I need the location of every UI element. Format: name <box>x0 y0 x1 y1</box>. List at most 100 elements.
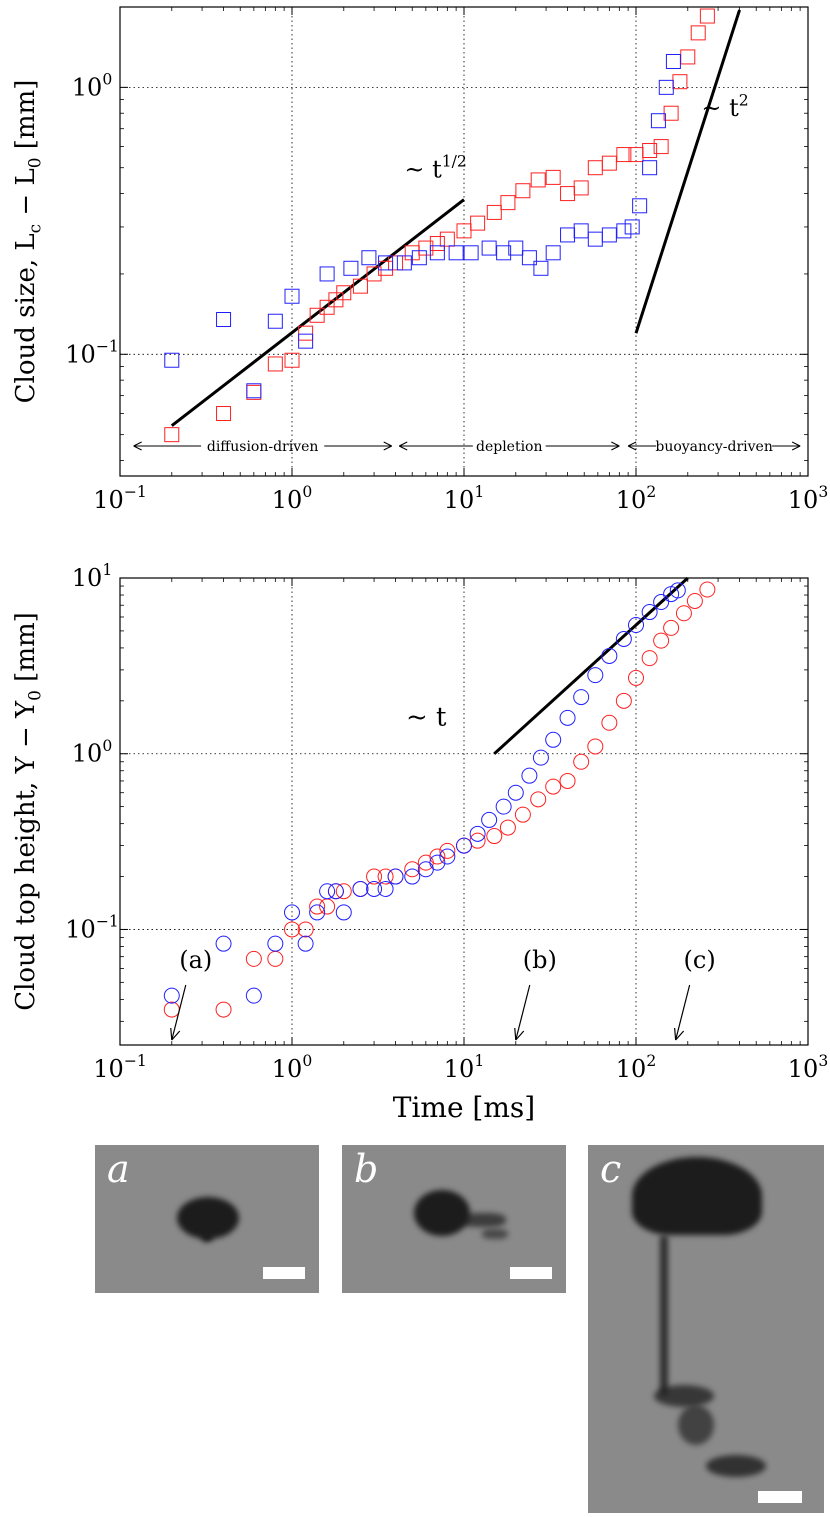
data-point <box>361 250 377 266</box>
data-point <box>164 427 180 443</box>
data-point <box>163 1001 180 1018</box>
snapshot-arrow-head <box>514 1027 525 1041</box>
data-point <box>396 255 412 271</box>
y-tick-label: 101 <box>72 561 112 592</box>
regime-label: buoyancy-driven <box>655 439 773 455</box>
data-point <box>615 630 632 647</box>
data-point <box>573 753 590 770</box>
scale-bar <box>510 1267 552 1279</box>
snapshot-label: (a) <box>179 946 212 974</box>
regime-label: depletion <box>476 439 543 455</box>
data-point <box>514 806 531 823</box>
arrow-head-left <box>627 441 637 451</box>
snapshot-arrow <box>515 984 531 1041</box>
data-point <box>616 223 632 239</box>
arrow-head-right <box>383 441 392 451</box>
y-tick-label: 10−1 <box>65 913 119 944</box>
arrow-head-right <box>791 441 801 451</box>
data-point <box>628 617 644 634</box>
regime-label: diffusion-driven <box>207 439 319 455</box>
data-point <box>481 240 497 256</box>
data-point <box>417 861 434 878</box>
data-point <box>481 811 498 828</box>
cloud-trail <box>482 1229 508 1239</box>
data-point <box>284 288 300 304</box>
data-point <box>216 406 232 422</box>
regime-annotation: buoyancy-driven <box>627 439 801 455</box>
data-point <box>469 832 486 849</box>
x-tick-label: 102 <box>616 1052 656 1083</box>
data-point <box>530 172 546 188</box>
data-point <box>336 285 352 301</box>
x-tick-label: 100 <box>272 1052 312 1083</box>
x-tick-label: 101 <box>444 1052 484 1083</box>
data-point <box>521 767 538 784</box>
data-point <box>284 352 300 368</box>
y-axis-label: Cloud top height, Y − Y0 [mm] <box>11 612 45 1011</box>
data-point <box>439 842 456 859</box>
data-point <box>642 143 658 159</box>
data-point <box>573 180 589 196</box>
data-point <box>653 632 670 649</box>
data-point <box>429 245 445 261</box>
snapshot-arrow-head <box>674 1027 685 1041</box>
x-tick-label: 100 <box>272 483 312 514</box>
data-point <box>335 883 352 900</box>
data-point <box>215 935 232 952</box>
data-point <box>500 195 516 211</box>
data-point <box>515 183 531 199</box>
data-point <box>309 307 325 323</box>
data-point <box>463 245 479 261</box>
data-point <box>663 619 680 636</box>
x-tick-label: 103 <box>788 1052 828 1083</box>
data-point <box>297 935 314 952</box>
data-point <box>624 219 640 235</box>
y-axis-label: Cloud size, Lc − L0 [mm] <box>11 80 45 404</box>
data-point <box>653 139 669 155</box>
data-point <box>245 987 262 1004</box>
photo-panel-c: c <box>588 1145 824 1513</box>
data-point <box>642 160 658 176</box>
data-point <box>545 245 561 261</box>
cloud-trail <box>460 1213 506 1227</box>
data-point <box>690 25 706 41</box>
x-tick-label: 103 <box>788 483 828 514</box>
data-point <box>663 105 679 121</box>
data-point <box>601 647 618 664</box>
data-point <box>352 278 368 294</box>
data-point <box>319 883 336 900</box>
data-point <box>632 198 648 214</box>
data-point <box>560 227 576 243</box>
data-point <box>246 383 262 399</box>
regime-annotation: depletion <box>398 439 620 455</box>
data-point <box>470 215 486 231</box>
data-point <box>327 883 344 900</box>
x-tick-label: 10−1 <box>93 1052 147 1083</box>
data-point <box>343 260 359 276</box>
data-point <box>388 255 404 271</box>
data-point <box>418 240 434 256</box>
x-tick-label: 10−1 <box>93 483 147 514</box>
data-point <box>366 266 382 282</box>
arrow-head-right <box>611 441 620 451</box>
data-point <box>530 791 547 808</box>
data-point <box>650 113 666 129</box>
data-point <box>309 898 326 915</box>
data-point <box>246 384 262 400</box>
snapshot-marker: (b) <box>514 946 557 1041</box>
data-point <box>601 714 618 731</box>
cloud-tail <box>201 1230 213 1242</box>
series-red <box>164 8 715 443</box>
data-point <box>387 868 404 885</box>
data-point <box>587 231 603 247</box>
data-point <box>335 904 352 921</box>
data-point <box>429 854 446 871</box>
data-point <box>456 837 472 854</box>
data-point <box>587 738 604 755</box>
series-blue <box>164 53 681 399</box>
y-tick-label: 100 <box>72 71 112 102</box>
cloud-debris <box>678 1405 714 1445</box>
data-point <box>665 53 681 69</box>
plot-frame <box>119 577 809 1046</box>
data-point <box>429 848 446 865</box>
